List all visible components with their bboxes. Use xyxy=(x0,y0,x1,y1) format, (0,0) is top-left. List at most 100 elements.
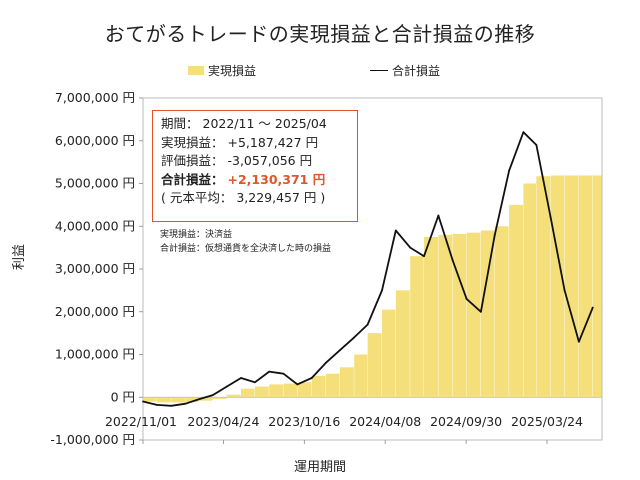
point-total xyxy=(184,402,187,405)
bar-realized xyxy=(381,309,396,398)
x-axis-label: 運用期間 xyxy=(293,460,346,475)
y-tick-label: 5,000,000 円 xyxy=(55,176,135,191)
point-total xyxy=(549,216,552,219)
point-total xyxy=(465,298,468,300)
point-total xyxy=(423,255,425,258)
y-tick-label: 2,000,000 円 xyxy=(55,304,135,319)
point-total xyxy=(324,362,327,364)
point-total xyxy=(310,377,313,379)
bar-realized xyxy=(143,397,157,402)
bar-realized xyxy=(325,373,340,398)
point-total xyxy=(535,144,538,146)
x-tick-label: 2023/10/16 xyxy=(268,414,340,429)
point-total xyxy=(591,306,594,309)
x-tick-label: 2022/11/01 xyxy=(105,414,177,429)
point-total xyxy=(225,385,228,388)
summary-average-label: ( 元本平均： xyxy=(161,190,233,205)
summary-box: 期間： 2022/11 ～ 2025/04 実現損益： +5,187,427 円… xyxy=(152,110,358,222)
summary-unrealized-row: 評価損益： -3,057,056 円 xyxy=(161,152,349,171)
point-total xyxy=(366,323,369,326)
point-total xyxy=(493,233,496,236)
point-total xyxy=(437,214,440,217)
bar-realized xyxy=(466,232,481,398)
bar-realized xyxy=(592,175,602,398)
summary-unrealized-value: -3,057,056 円 xyxy=(227,153,313,168)
summary-total-row: 合計損益： +2,130,371 円 xyxy=(161,171,349,190)
x-tick-label: 2024/09/30 xyxy=(430,414,502,429)
bar-realized xyxy=(452,233,467,398)
bar-realized xyxy=(536,176,551,398)
point-total xyxy=(170,404,173,407)
summary-average-row: ( 元本平均： 3,229,457 円 ) xyxy=(161,189,349,208)
note-realized: 実現損益：決済益 xyxy=(160,230,233,240)
legend-swatch-line xyxy=(370,70,388,71)
bar-realized xyxy=(240,388,255,398)
y-axis-label: 利益 xyxy=(12,243,27,270)
bar-realized xyxy=(156,397,171,403)
point-total xyxy=(479,310,482,313)
point-total xyxy=(451,259,454,262)
legend-label-bar: 実現損益 xyxy=(208,64,257,78)
point-total xyxy=(381,289,383,292)
legend-label-line: 合計損益 xyxy=(392,64,441,78)
point-total xyxy=(394,229,397,232)
summary-average-value: 3,229,457 円 ) xyxy=(236,190,326,205)
point-total xyxy=(155,404,158,406)
legend-item-line: 合計損益 xyxy=(370,62,440,79)
bar-realized xyxy=(212,397,227,399)
point-total xyxy=(240,377,242,379)
bar-realized xyxy=(424,236,438,398)
point-total xyxy=(577,340,580,343)
legend-item-bar: 実現損益 xyxy=(188,62,256,79)
y-tick-label: -1,000,000 円 xyxy=(50,432,135,447)
bar-realized xyxy=(254,386,269,398)
bar-realized xyxy=(311,375,326,398)
bar-realized xyxy=(339,367,354,398)
legend-swatch-bar xyxy=(188,66,204,75)
point-total xyxy=(522,131,525,134)
summary-period-row: 期間： 2022/11 ～ 2025/04 xyxy=(161,115,349,134)
bar-realized xyxy=(269,384,284,398)
summary-total-value: +2,130,371 円 xyxy=(227,171,326,187)
bar-realized xyxy=(494,226,509,398)
point-total xyxy=(409,246,412,249)
bar-realized xyxy=(283,383,297,398)
point-total xyxy=(282,372,285,375)
bar-realized xyxy=(564,175,579,398)
summary-unrealized-label: 評価損益： xyxy=(161,153,224,168)
bar-realized xyxy=(410,256,424,398)
y-tick-label: 3,000,000 円 xyxy=(55,261,135,276)
bar-realized xyxy=(354,354,368,398)
x-tick-label: 2025/03/24 xyxy=(511,414,583,429)
bar-realized xyxy=(438,234,453,398)
point-total xyxy=(268,370,271,373)
y-tick-label: 6,000,000 円 xyxy=(55,133,135,148)
y-tick-label: 4,000,000 円 xyxy=(55,218,135,233)
y-tick-label: 7,000,000 円 xyxy=(55,90,135,105)
bar-realized xyxy=(550,175,565,398)
bar-realized xyxy=(509,204,524,398)
bar-realized xyxy=(226,394,241,398)
summary-realized-label: 実現損益： xyxy=(161,134,224,150)
note-total: 合計損益：仮想通貨を全決済した時の損益 xyxy=(160,244,332,254)
point-total xyxy=(142,400,144,403)
x-tick-label: 2024/04/08 xyxy=(349,414,421,429)
bar-realized xyxy=(185,397,199,402)
point-total xyxy=(211,394,214,397)
notes: 実現損益：決済益 合計損益：仮想通貨を全決済した時の損益 xyxy=(160,228,331,256)
bar-realized xyxy=(171,397,186,403)
x-tick-label: 2023/04/24 xyxy=(187,414,259,429)
summary-total-label: 合計損益： xyxy=(161,171,224,187)
summary-period-value: 2022/11 ～ 2025/04 xyxy=(202,116,327,131)
bar-realized xyxy=(198,397,213,401)
summary-period-label: 期間： xyxy=(161,116,199,131)
y-tick-label: 0 円 xyxy=(111,389,135,404)
bar-realized xyxy=(578,175,593,398)
point-total xyxy=(339,349,341,352)
bar-realized xyxy=(367,333,382,398)
point-total xyxy=(563,289,566,292)
bar-realized xyxy=(523,183,536,398)
bar-realized xyxy=(395,290,410,398)
summary-realized-value: +5,187,427 円 xyxy=(227,134,319,150)
